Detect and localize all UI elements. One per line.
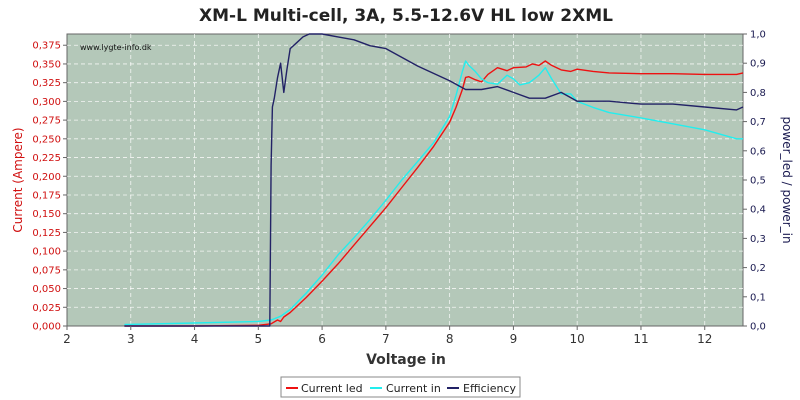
series-lines: [124, 33, 744, 327]
right-axis-ticks: 0,0 0,1 0,2 0,3 0,4 0,5 0,6 0,7 0,8 0,9 1,0: [743, 30, 766, 333]
legend: Current led Current in Efficiency: [280, 376, 521, 398]
y-tick-label: 0,075: [32, 265, 61, 276]
y-tick-label: 0,300: [32, 97, 61, 108]
y-tick-label: 0,325: [32, 78, 61, 89]
x-tick-label: 9: [510, 332, 518, 346]
x-axis-ticks: 2 3 4 5 6 7 8 9 10 11 12: [63, 326, 712, 346]
y2-tick-label: 0,2: [750, 263, 766, 274]
y2-tick-label: 0,0: [750, 322, 766, 333]
y-tick-label: 0,375: [32, 41, 61, 52]
x-axis-label: Voltage in: [366, 352, 446, 368]
x-tick-label: 12: [697, 332, 712, 346]
y2-tick-label: 0,9: [750, 59, 766, 70]
y-tick-label: 0,025: [32, 303, 61, 314]
x-tick-label: 7: [382, 332, 390, 346]
x-tick-label: 3: [127, 332, 135, 346]
y-tick-label: 0,125: [32, 228, 61, 239]
y2-axis-label: power_led / power_in: [780, 116, 794, 243]
x-tick-label: 2: [63, 332, 71, 346]
x-tick-label: 10: [570, 332, 585, 346]
series-line-efficiency: [124, 33, 744, 327]
x-tick-label: 5: [255, 332, 263, 346]
series-line-current-in: [124, 60, 743, 326]
chart-title: XM-L Multi-cell, 3A, 5.5-12.6V HL low 2X…: [199, 6, 613, 26]
plot-area: [66, 33, 744, 327]
legend-label-current-led: Current led: [301, 382, 363, 395]
legend-label-current-in: Current in: [386, 382, 441, 395]
series-line-current-led: [124, 60, 744, 327]
y2-tick-label: 0,4: [750, 205, 766, 216]
y-tick-label: 0,100: [32, 247, 61, 258]
y2-tick-label: 0,3: [750, 234, 766, 245]
y-tick-label: 0,175: [32, 190, 61, 201]
grid-lines: [67, 34, 743, 326]
y-tick-label: 0,275: [32, 116, 61, 127]
x-tick-label: 6: [318, 332, 326, 346]
y-axis-label: Current (Ampere): [11, 127, 25, 232]
y-tick-label: 0,350: [32, 59, 61, 70]
y-tick-label: 0,250: [32, 134, 61, 145]
y-tick-label: 0,150: [32, 209, 61, 220]
left-axis-ticks: 0,000 0,025 0,050 0,075 0,100 0,125 0,150 0,175…: [32, 41, 67, 333]
y-tick-label: 0,225: [32, 153, 61, 164]
y2-tick-label: 0,6: [750, 146, 766, 157]
x-tick-label: 4: [191, 332, 199, 346]
y2-tick-label: 1,0: [750, 30, 766, 41]
watermark: www.lygte-info.dk: [80, 43, 152, 52]
y-tick-label: 0,200: [32, 172, 61, 183]
y-tick-label: 0,050: [32, 284, 61, 295]
y-tick-label: 0,000: [32, 322, 61, 333]
y2-tick-label: 0,5: [750, 176, 766, 187]
y2-tick-label: 0,1: [750, 292, 766, 303]
y2-tick-label: 0,7: [750, 117, 766, 128]
legend-box: [280, 376, 521, 398]
x-tick-label: 8: [446, 332, 454, 346]
legend-label-efficiency: Efficiency: [463, 382, 516, 395]
x-tick-label: 11: [633, 332, 648, 346]
y2-tick-label: 0,8: [750, 88, 766, 99]
